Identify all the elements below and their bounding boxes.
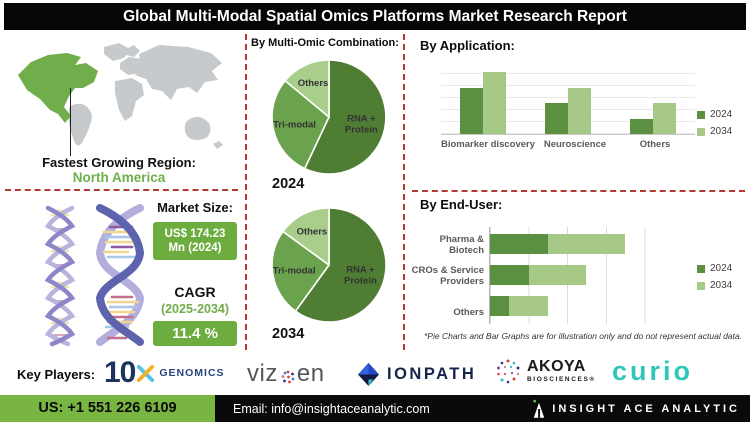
- svg-text:Others: Others: [298, 78, 329, 89]
- logo-10x-genomics: 10 GENOMICS: [104, 356, 225, 390]
- segment-2024: [490, 234, 548, 254]
- divider-pie-right: [403, 34, 405, 350]
- divider-pie-left: [245, 34, 247, 350]
- end-user-bar-row: [490, 265, 683, 285]
- akoya-dots-icon: [497, 359, 520, 384]
- vizgen-text-post: en: [296, 360, 325, 387]
- legend-swatch-2024: [697, 264, 705, 273]
- segment-2024: [490, 296, 510, 316]
- map-greenland: [104, 43, 130, 61]
- map-asia: [135, 45, 222, 100]
- cagr-label: CAGR: [174, 284, 216, 300]
- bar-2034: [652, 103, 676, 134]
- akoya-text: AKOYA: [527, 358, 586, 376]
- end-user-category: CROs & Service Providers: [411, 265, 484, 287]
- end-user-category: Others: [453, 307, 484, 318]
- bar-2024: [629, 118, 653, 134]
- ionpath-shield-icon: [358, 363, 379, 386]
- end-user-bar-chart: [489, 227, 683, 324]
- region-pointer-line: [70, 88, 71, 156]
- logo-vizgen: viz en: [247, 360, 325, 388]
- page-title: Global Multi-Modal Spatial Omics Platfor…: [4, 3, 746, 30]
- pie-caption-2034: 2034: [272, 326, 305, 342]
- segment-2034: [528, 265, 587, 285]
- legend-label: 2034: [710, 126, 733, 137]
- end-user-legend: 2024 2034: [697, 263, 732, 297]
- fastest-growing-region-value: North America: [72, 170, 166, 185]
- market-size-block: Market Size: US$ 174.23 Mn (2024) CAGR (…: [153, 200, 237, 346]
- vizgen-dotted-g-icon: [281, 370, 295, 384]
- application-bar-group: [460, 72, 507, 134]
- bar-2024: [460, 87, 484, 134]
- logo-akoya: AKOYA BIOSCIENCES®: [495, 358, 596, 385]
- svg-text:Others: Others: [297, 227, 328, 238]
- application-category: Others: [639, 139, 671, 150]
- market-size-value: US$ 174.23 Mn (2024): [153, 222, 237, 260]
- legend-label: 2024: [710, 263, 733, 274]
- footer-phone: US: +1 551 226 6109: [0, 395, 215, 422]
- footer-email: Email: info@insightaceanalytic.com: [233, 401, 430, 416]
- end-user-category: Pharma & Biotech: [439, 234, 484, 256]
- vizgen-text-pre: viz: [247, 360, 278, 387]
- curio-text: curio: [612, 356, 694, 386]
- application-category: Neuroscience: [543, 139, 607, 150]
- logo-ionpath: IONPATH: [357, 362, 476, 387]
- bar-2034: [483, 72, 507, 134]
- disclaimer-note: *Pie Charts and Bar Graphs are for illus…: [424, 331, 742, 341]
- market-size-label: Market Size:: [157, 200, 233, 215]
- segment-2024: [490, 265, 529, 285]
- map-south-america: [68, 103, 92, 146]
- segment-2034: [509, 296, 548, 316]
- map-north-america: [18, 53, 98, 123]
- pie-chart-2034: RNA + Protein Tri-modal Others: [271, 207, 387, 323]
- fastest-growing-region-label: Fastest Growing Region:: [42, 155, 196, 170]
- cagr-value: 11.4 %: [153, 321, 237, 346]
- application-category: Biomarker discovery: [441, 139, 535, 150]
- legend-swatch-2034: [697, 281, 705, 290]
- logo-curio: curio: [612, 356, 693, 387]
- svg-text:RNA +Protein: RNA + Protein: [344, 265, 377, 287]
- application-legend: 2024 2034: [697, 109, 732, 143]
- application-bar-group: [629, 103, 676, 134]
- svg-text:RNA +Protein: RNA + Protein: [345, 114, 378, 136]
- insight-ace-logo-icon: [533, 399, 545, 418]
- application-categories: Biomarker discovery Neuroscience Others: [441, 139, 695, 150]
- footer-brand: INSIGHT ACE ANALYTIC: [532, 399, 740, 419]
- legend-label: 2024: [710, 109, 733, 120]
- footer-bar: Email: info@insightaceanalytic.com INSIG…: [215, 395, 750, 422]
- dna-helix-illustration: [44, 204, 145, 347]
- legend-swatch-2034: [697, 127, 705, 136]
- legend-label: 2034: [710, 280, 733, 291]
- svg-text:Tri-modal: Tri-modal: [273, 120, 316, 131]
- pie-caption-2024: 2024: [272, 176, 305, 192]
- akoya-subtext: BIOSCIENCES®: [527, 376, 596, 384]
- map-australia: [184, 116, 211, 140]
- map-africa: [115, 78, 144, 121]
- svg-text:Tri-modal: Tri-modal: [273, 266, 316, 277]
- multi-omic-header: By Multi-Omic Combination:: [251, 37, 399, 49]
- tenx-x-icon: [137, 364, 155, 382]
- ionpath-text: IONPATH: [387, 365, 477, 383]
- cagr-period: (2025-2034): [160, 302, 230, 316]
- end-user-bar-row: [490, 296, 683, 316]
- pie-chart-2024: RNA + Protein Tri-modal Others: [271, 59, 387, 175]
- segment-2034: [547, 234, 626, 254]
- tenx-suffix: GENOMICS: [159, 367, 225, 379]
- divider-right: [412, 190, 745, 192]
- end-user-header: By End-User:: [420, 197, 503, 212]
- bar-2034: [567, 87, 591, 134]
- world-map: [18, 43, 223, 149]
- tenx-number: 10: [104, 356, 136, 389]
- end-user-bar-row: [490, 234, 683, 254]
- divider-left: [5, 189, 238, 191]
- bar-2024: [544, 103, 568, 134]
- application-bar-group: [544, 87, 591, 134]
- application-header: By Application:: [420, 38, 515, 53]
- legend-swatch-2024: [697, 110, 705, 119]
- insight-ace-brand-text: INSIGHT ACE ANALYTIC: [552, 402, 740, 415]
- key-players-label: Key Players:: [17, 367, 96, 382]
- application-bar-chart: [441, 62, 695, 135]
